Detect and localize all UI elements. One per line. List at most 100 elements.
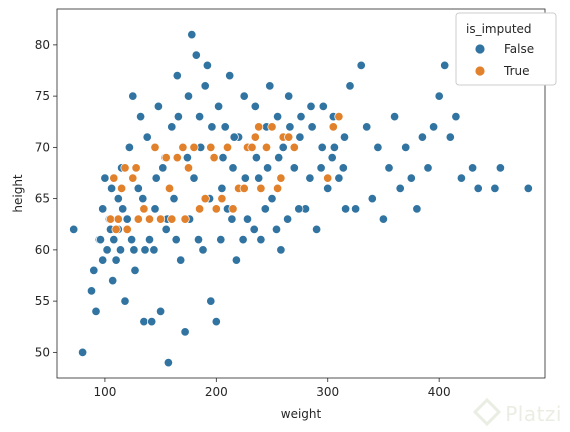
- scatter-point-true: [105, 214, 116, 224]
- scatter-point-false: [523, 183, 533, 193]
- legend: is_imputed False True: [455, 12, 557, 86]
- scatter-point-false: [136, 112, 146, 122]
- scatter-point-false: [468, 163, 478, 173]
- scatter-point-false: [200, 81, 210, 91]
- scatter-point-false: [211, 317, 221, 327]
- scatter-point-true: [254, 122, 264, 132]
- scatter-point-false: [316, 163, 326, 173]
- scatter-point-false: [122, 214, 132, 224]
- scatter-point-false: [139, 317, 149, 327]
- scatter-point-false: [216, 235, 226, 245]
- scatter-point-true: [209, 153, 219, 163]
- scatter-point-true: [247, 142, 257, 152]
- scatter-point-false: [182, 153, 192, 163]
- scatter-point-true: [250, 132, 260, 142]
- scatter-point-false: [294, 204, 304, 214]
- scatter-point-false: [250, 101, 260, 111]
- scatter-point-false: [318, 101, 328, 111]
- scatter-point-false: [193, 235, 204, 245]
- scatter-point-false: [214, 101, 224, 111]
- scatter-point-false: [227, 214, 237, 224]
- scatter-point-false: [220, 122, 230, 132]
- scatter-point-true: [289, 142, 299, 152]
- scatter-point-true: [256, 183, 266, 193]
- scatter-point-false: [69, 224, 79, 234]
- y-tick-label: 65: [35, 192, 50, 206]
- scatter-point-false: [207, 122, 217, 132]
- y-tick-label: 60: [35, 243, 50, 257]
- platzi-watermark: Platzi: [473, 397, 562, 427]
- scatter-point-false: [256, 235, 266, 245]
- scatter-point-true: [222, 142, 233, 152]
- scatter-point-false: [429, 122, 439, 132]
- scatter-point-false: [115, 245, 126, 255]
- scatter-point-true: [273, 183, 283, 193]
- scatter-point-true: [133, 214, 143, 224]
- scatter-point-false: [412, 204, 422, 214]
- scatter-point-false: [254, 173, 264, 183]
- scatter-point-false: [473, 183, 483, 193]
- legend-title: is_imputed: [466, 22, 532, 36]
- scatter-point-false: [86, 286, 97, 296]
- scatter-point-true: [109, 173, 119, 183]
- scatter-point-false: [153, 101, 163, 111]
- platzi-logo-icon: [473, 397, 502, 427]
- y-tick-label: 75: [35, 89, 50, 103]
- scatter-point-false: [351, 204, 361, 214]
- scatter-point-false: [111, 255, 121, 265]
- scatter-point-true: [122, 224, 132, 234]
- scatter-point-false: [295, 132, 305, 142]
- scatter-point-false: [142, 132, 152, 142]
- scatter-point-false: [100, 173, 110, 183]
- scatter-point-true: [178, 142, 188, 152]
- scatter-point-false: [317, 142, 327, 152]
- scatter-point-false: [229, 132, 239, 142]
- scatter-point-true: [180, 214, 190, 224]
- scatter-point-true: [167, 214, 177, 224]
- scatter-point-false: [206, 296, 216, 306]
- scatter-point-false: [285, 122, 295, 132]
- scatter-point-false: [367, 194, 377, 204]
- scatter-point-true: [211, 204, 221, 214]
- scatter-point-false: [228, 163, 238, 173]
- y-tick-label: 70: [35, 140, 50, 154]
- scatter-point-false: [273, 112, 283, 122]
- scatter-point-false: [129, 245, 139, 255]
- scatter-point-false: [158, 163, 168, 173]
- scatter-point-false: [378, 214, 388, 224]
- scatter-point-false: [161, 224, 171, 234]
- scatter-point-false: [265, 81, 275, 91]
- scatter-point-false: [305, 173, 315, 183]
- scatter-point-false: [417, 132, 427, 142]
- scatter-point-false: [172, 71, 182, 81]
- scatter-point-false: [445, 132, 455, 142]
- scatter-point-false: [284, 91, 294, 101]
- scatter-point-false: [167, 122, 177, 132]
- scatter-point-false: [390, 112, 400, 122]
- scatter-point-false: [133, 183, 143, 193]
- scatter-point-false: [440, 60, 450, 70]
- points-layer: [69, 30, 533, 368]
- scatter-point-false: [138, 194, 148, 204]
- scatter-point-false: [490, 183, 500, 193]
- scatter-point-false: [276, 245, 286, 255]
- scatter-point-false: [180, 327, 190, 337]
- y-tick-label: 55: [35, 294, 50, 308]
- scatter-point-true: [328, 122, 338, 132]
- scatter-point-false: [218, 153, 228, 163]
- scatter-point-false: [327, 153, 337, 163]
- scatter-point-false: [120, 296, 130, 306]
- scatter-point-false: [239, 91, 249, 101]
- scatter-point-true: [144, 214, 155, 224]
- scatter-point-false: [225, 71, 235, 81]
- scatter-point-false: [267, 194, 277, 204]
- scatter-point-false: [163, 358, 173, 368]
- scatter-point-false: [451, 112, 461, 122]
- scatter-point-true: [120, 163, 130, 173]
- scatter-point-false: [456, 173, 466, 183]
- scatter-point-false: [434, 91, 444, 101]
- scatter-point-false: [107, 183, 117, 193]
- scatter-point-false: [306, 101, 316, 111]
- scatter-point-true: [189, 142, 199, 152]
